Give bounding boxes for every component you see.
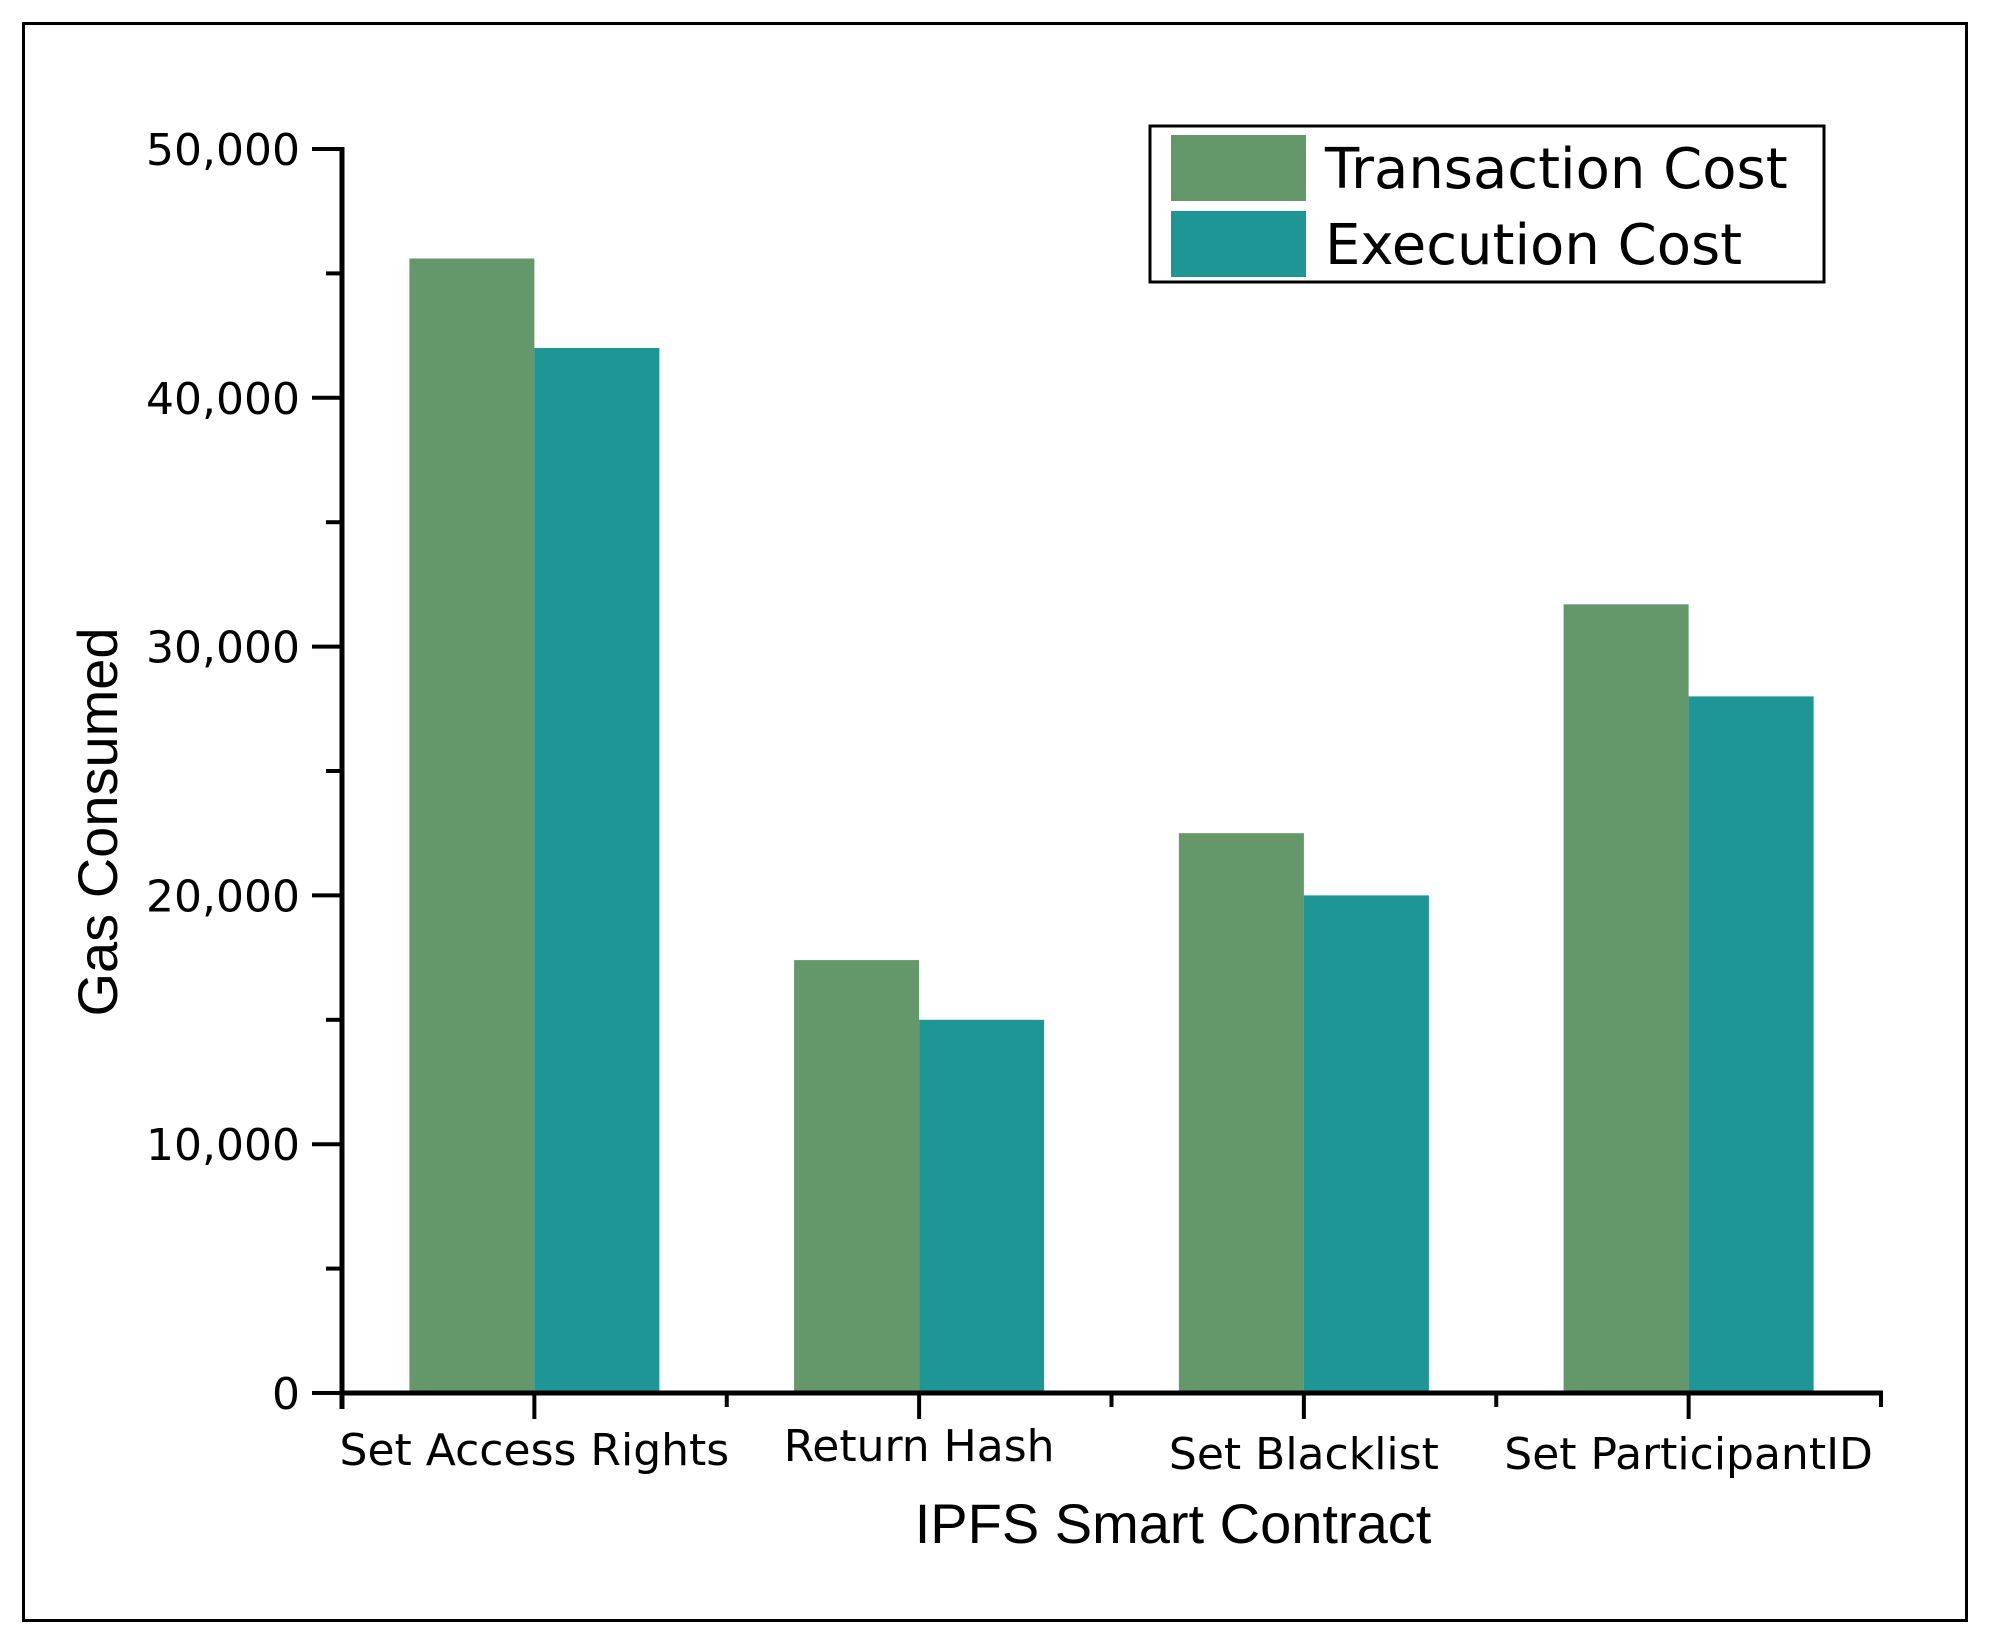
legend-label-transaction-cost: Transaction Cost [1324,137,1788,202]
x-ticks: Set Access Rights Return Hash Set Blacklis… [340,1393,1883,1480]
x-tick-label-set-blacklist: Set Blacklist [1169,1429,1439,1480]
legend: Transaction Cost Execution Cost [1148,124,1826,284]
bar-transaction-cost-set-participantid [1563,604,1689,1393]
y-tick-label: 0 [272,1369,300,1420]
y-tick-label: 10,000 [146,1120,300,1171]
legend-swatch-execution-cost [1171,211,1306,277]
bars-layer [409,258,1814,1393]
bar-transaction-cost-set-blacklist [1178,833,1304,1393]
bar-execution-cost-set-participantid [1688,696,1814,1393]
y-tick-label: 50,000 [146,125,300,176]
x-tick-label-set-participantid: Set ParticipantID [1504,1429,1873,1480]
bar-execution-cost-set-access-rights [534,348,660,1393]
x-tick-label-set-access-rights: Set Access Rights [340,1425,730,1476]
bar-execution-cost-return-hash [919,1019,1045,1393]
legend-label-execution-cost: Execution Cost [1325,213,1742,278]
chart-frame: 0 10,000 20,000 30,000 40,000 50,000 Set Acce… [22,22,1968,1622]
y-ticks: 0 10,000 20,000 30,000 40,000 50,000 [146,125,342,1420]
y-tick-label: 40,000 [146,374,300,425]
y-tick-label: 20,000 [146,871,300,922]
legend-swatch-transaction-cost [1171,135,1306,201]
bar-execution-cost-set-blacklist [1303,895,1429,1393]
y-axis-title: Gas Consumed [66,627,129,1016]
bar-transaction-cost-return-hash [794,960,920,1393]
bar-transaction-cost-set-access-rights [409,258,535,1393]
bar-chart: 0 10,000 20,000 30,000 40,000 50,000 Set Acce… [66,124,1883,1555]
x-axis-title: IPFS Smart Contract [915,1492,1432,1555]
y-tick-label: 30,000 [146,623,300,674]
x-tick-label-return-hash: Return Hash [784,1421,1055,1472]
